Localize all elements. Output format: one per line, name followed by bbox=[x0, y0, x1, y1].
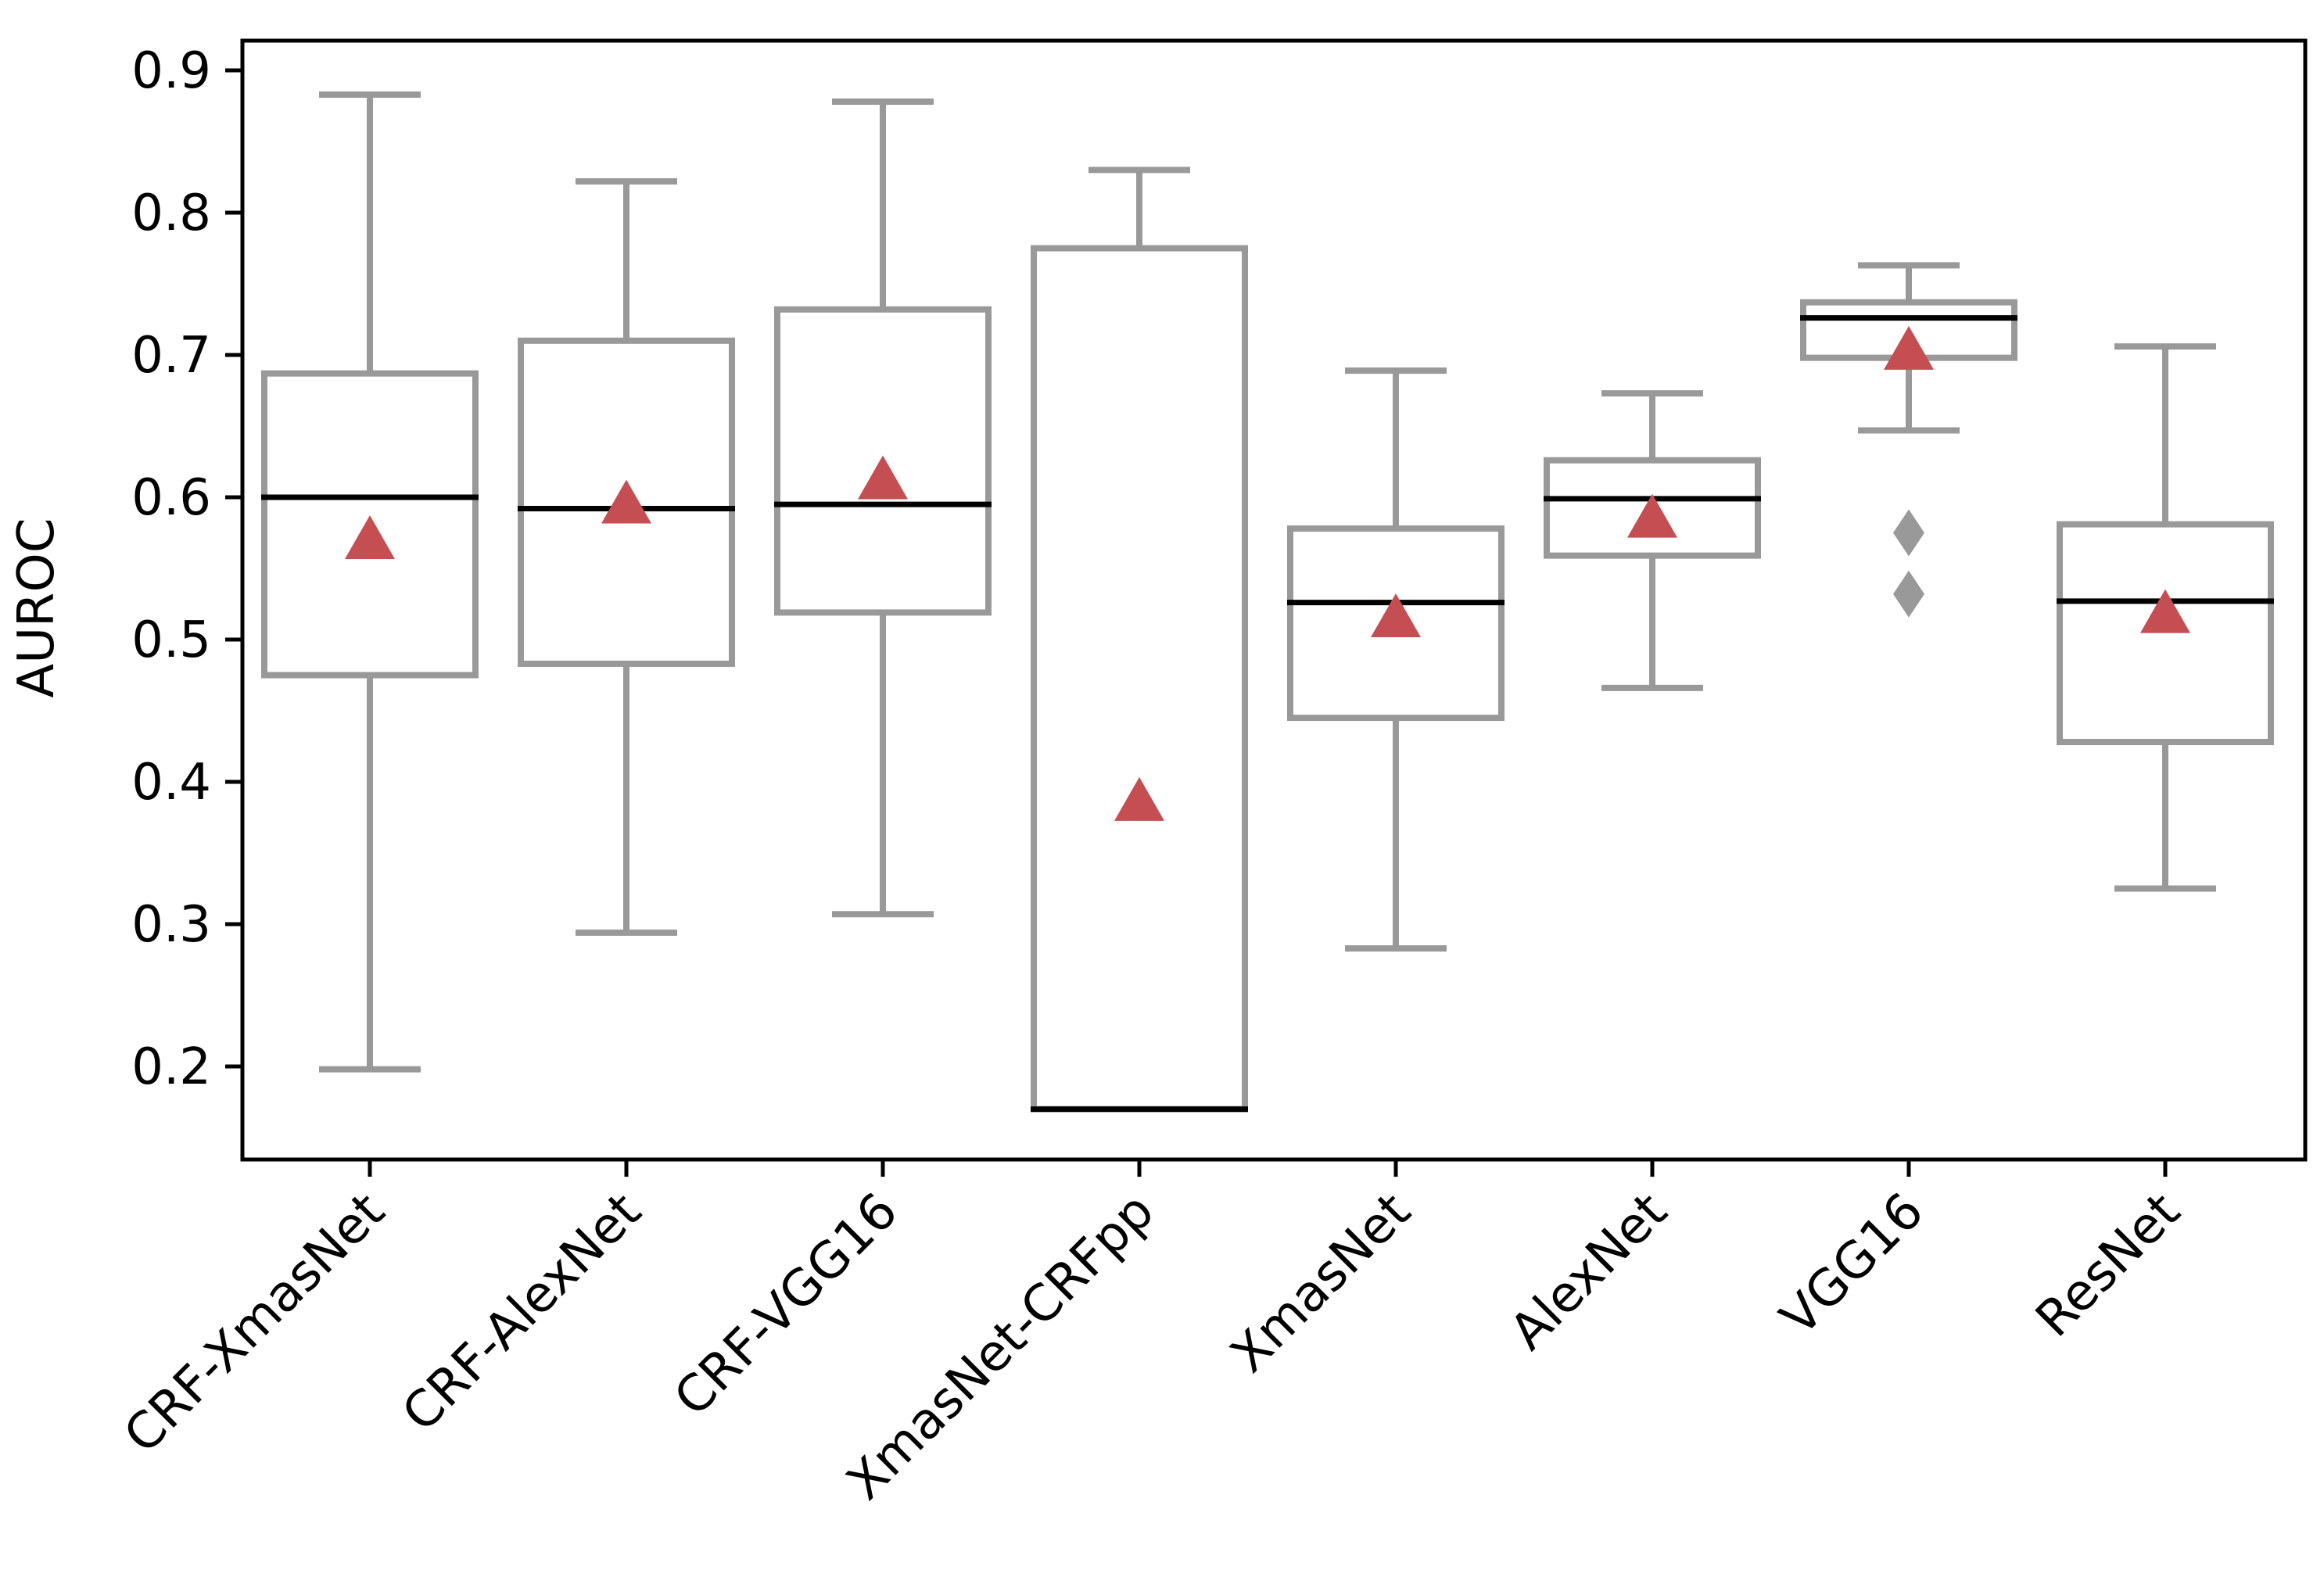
mean-marker bbox=[1371, 593, 1421, 638]
mean-marker bbox=[858, 455, 908, 500]
y-tick-label: 0.7 bbox=[131, 327, 211, 385]
y-tick-label: 0.4 bbox=[131, 754, 211, 812]
box-group bbox=[1544, 390, 1761, 691]
box-group bbox=[1800, 262, 2017, 618]
mean-marker bbox=[1114, 776, 1164, 821]
box-group bbox=[774, 99, 992, 918]
mean-marker bbox=[345, 514, 395, 559]
y-tick-label: 0.6 bbox=[131, 469, 211, 527]
y-tick-label: 0.3 bbox=[131, 896, 211, 954]
box-group bbox=[261, 91, 479, 1073]
y-tick-label: 0.2 bbox=[131, 1038, 211, 1096]
iqr-box bbox=[1031, 245, 1248, 1113]
box-group bbox=[518, 177, 735, 936]
mean-marker bbox=[1627, 493, 1677, 538]
y-tick-label: 0.9 bbox=[131, 42, 211, 100]
outlier-point bbox=[1893, 509, 1924, 557]
boxes-layer bbox=[261, 91, 2274, 1113]
y-tick-label: 0.8 bbox=[131, 185, 211, 242]
iqr-box bbox=[2057, 521, 2274, 746]
box-group bbox=[1287, 367, 1505, 952]
box-group bbox=[1031, 167, 1248, 1113]
y-axis-label: AUROC bbox=[8, 518, 66, 697]
plot-frame bbox=[240, 38, 2308, 1162]
mean-marker bbox=[601, 479, 651, 524]
y-tick-label: 0.5 bbox=[131, 611, 211, 669]
y-axis: 0.2 0.3 0.4 0.5 0.6 0.7 0.8 0.9 bbox=[131, 42, 242, 1096]
outlier-point bbox=[1893, 570, 1924, 618]
mean-marker bbox=[2140, 589, 2190, 633]
box-group bbox=[2057, 343, 2274, 892]
mean-marker bbox=[1884, 325, 1934, 370]
